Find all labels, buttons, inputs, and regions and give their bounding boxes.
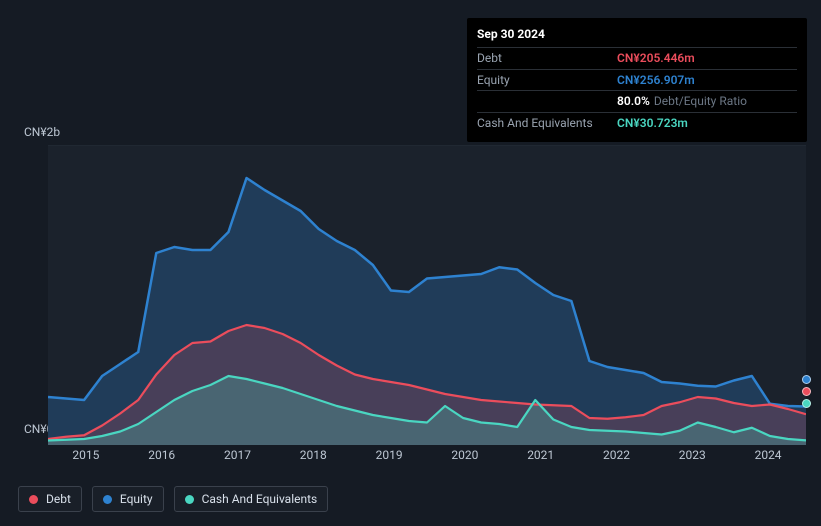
legend-item[interactable]: Debt <box>18 486 82 512</box>
tooltip-key: Debt <box>477 50 617 67</box>
x-tick-label: 2023 <box>654 448 730 462</box>
tooltip-value: CN¥205.446m <box>617 50 695 67</box>
tooltip-key <box>477 93 617 110</box>
legend-label: Cash And Equivalents <box>202 492 318 506</box>
x-tick-label: 2017 <box>200 448 276 462</box>
legend-swatch-icon <box>185 495 194 504</box>
legend-swatch-icon <box>103 495 112 504</box>
x-tick-label: 2022 <box>579 448 655 462</box>
tooltip-row: Cash And EquivalentsCN¥30.723m <box>477 112 797 134</box>
tooltip-value: 80.0% <box>617 93 650 110</box>
tooltip-key: Cash And Equivalents <box>477 115 617 132</box>
tooltip-row: DebtCN¥205.446m <box>477 47 797 69</box>
tooltip-row: EquityCN¥256.907m <box>477 69 797 91</box>
legend: Debt Equity Cash And Equivalents <box>18 486 328 512</box>
x-tick-label: 2021 <box>503 448 579 462</box>
tooltip-row: 80.0%Debt/Equity Ratio <box>477 90 797 112</box>
tooltip-date: Sep 30 2024 <box>477 24 797 47</box>
tooltip-value: CN¥256.907m <box>617 72 695 89</box>
tooltip-key: Equity <box>477 72 617 89</box>
legend-item[interactable]: Cash And Equivalents <box>174 486 329 512</box>
x-tick-label: 2015 <box>48 448 124 462</box>
series-end-marker-icon <box>802 375 811 384</box>
y-axis-max-label: CN¥2b <box>24 125 60 139</box>
series-end-marker-icon <box>802 399 811 408</box>
legend-item[interactable]: Equity <box>92 486 164 512</box>
x-tick-label: 2024 <box>730 448 806 462</box>
legend-label: Equity <box>120 492 153 506</box>
tooltip-suffix: Debt/Equity Ratio <box>654 93 747 110</box>
legend-swatch-icon <box>29 495 38 504</box>
area-chart[interactable] <box>48 145 806 445</box>
x-tick-label: 2018 <box>275 448 351 462</box>
hover-tooltip: Sep 30 2024 DebtCN¥205.446mEquityCN¥256.… <box>467 18 807 142</box>
x-tick-label: 2016 <box>124 448 200 462</box>
tooltip-value: CN¥30.723m <box>617 115 688 132</box>
end-point-markers <box>802 375 811 408</box>
x-axis: 2015201620172018201920202021202220232024 <box>48 448 806 462</box>
legend-label: Debt <box>46 492 71 506</box>
x-tick-label: 2019 <box>351 448 427 462</box>
x-tick-label: 2020 <box>427 448 503 462</box>
series-end-marker-icon <box>802 387 811 396</box>
